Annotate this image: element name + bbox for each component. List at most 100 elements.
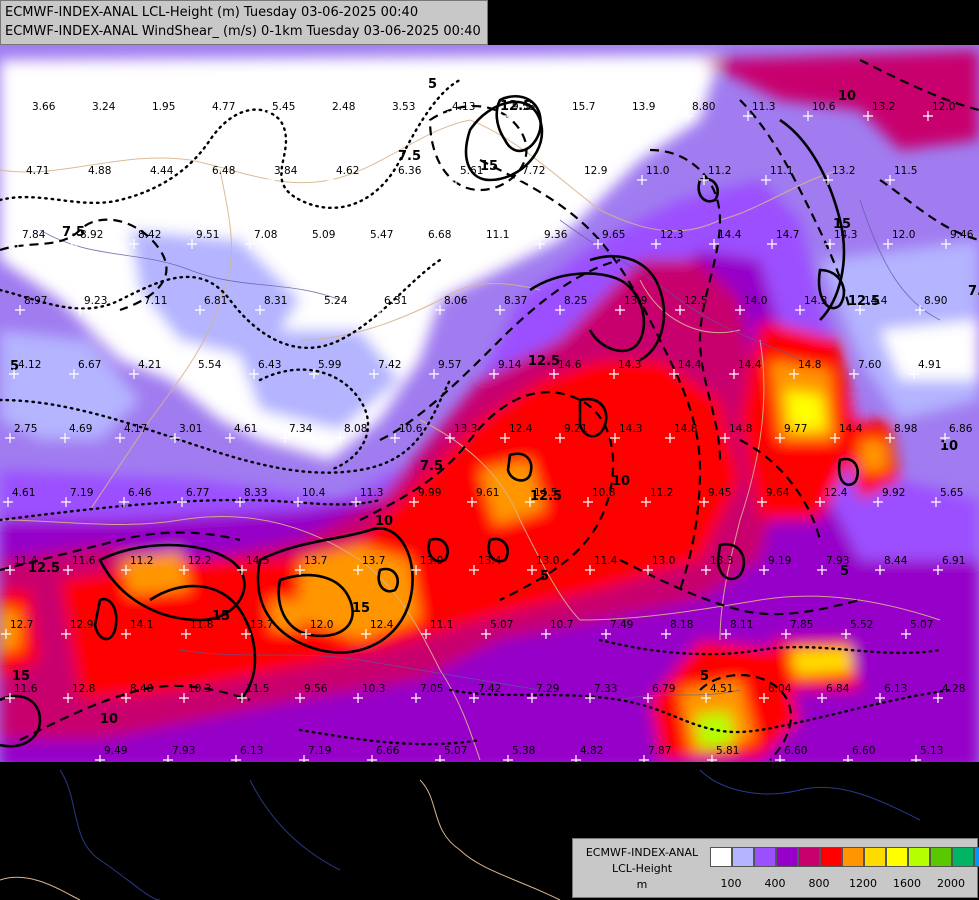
station-value: 9.14 bbox=[498, 359, 522, 371]
contour-label: 10 bbox=[838, 89, 856, 104]
station-value: 6.77 bbox=[186, 487, 209, 499]
station-value: 9.77 bbox=[784, 423, 807, 435]
contour-label: 10 bbox=[375, 514, 393, 529]
station-marker bbox=[843, 755, 853, 762]
station-marker bbox=[179, 693, 189, 703]
station-value: 7.84 bbox=[22, 229, 46, 241]
station-value: 8.80 bbox=[692, 101, 715, 113]
station-marker bbox=[849, 369, 859, 379]
station-value: 7.85 bbox=[790, 619, 813, 631]
station-marker bbox=[429, 369, 439, 379]
station-value: 7.19 bbox=[308, 745, 331, 757]
station-value: 9.99 bbox=[418, 487, 441, 499]
station-marker bbox=[335, 433, 345, 443]
station-marker bbox=[609, 369, 619, 379]
station-marker bbox=[421, 629, 431, 639]
station-value: 11.2 bbox=[708, 165, 731, 177]
station-marker bbox=[641, 497, 651, 507]
station-marker bbox=[481, 629, 491, 639]
station-marker bbox=[775, 755, 785, 762]
station-value: 5.07 bbox=[910, 619, 933, 631]
station-value: 5.47 bbox=[370, 229, 393, 241]
station-marker bbox=[563, 111, 573, 121]
station-value: 4.13 bbox=[452, 101, 475, 113]
station-marker bbox=[163, 755, 173, 762]
contour-label: 7.5 bbox=[420, 459, 443, 474]
station-marker bbox=[759, 565, 769, 575]
station-value: 9.65 bbox=[602, 229, 625, 241]
station-value: 5.52 bbox=[850, 619, 873, 631]
station-marker bbox=[13, 239, 23, 249]
station-marker bbox=[181, 629, 191, 639]
station-value: 14.4 bbox=[738, 359, 762, 371]
station-value: 7.42 bbox=[378, 359, 401, 371]
legend-swatch bbox=[776, 847, 798, 867]
station-marker bbox=[469, 693, 479, 703]
station-value: 12.5 bbox=[684, 295, 707, 307]
station-marker bbox=[735, 305, 745, 315]
station-marker bbox=[95, 755, 105, 762]
legend-parameter: LCL-Height bbox=[611, 862, 673, 875]
contour-label: 10 bbox=[612, 474, 630, 489]
station-value: 5.45 bbox=[272, 101, 295, 113]
station-value: 4.17 bbox=[124, 423, 147, 435]
station-value: 6.04 bbox=[768, 683, 792, 695]
station-marker bbox=[923, 111, 933, 121]
station-marker bbox=[555, 305, 565, 315]
legend-model: ECMWF-INDEX-ANAL bbox=[585, 846, 699, 859]
station-marker bbox=[610, 433, 620, 443]
station-value: 8.06 bbox=[444, 295, 468, 307]
station-value: 5.07 bbox=[490, 619, 513, 631]
station-marker bbox=[143, 111, 153, 121]
station-marker bbox=[701, 693, 711, 703]
station-value: 9.49 bbox=[104, 745, 127, 757]
station-value: 4.62 bbox=[336, 165, 359, 177]
station-marker bbox=[203, 175, 213, 185]
station-marker bbox=[503, 111, 513, 121]
station-marker bbox=[767, 239, 777, 249]
station-value: 14.8 bbox=[674, 423, 697, 435]
station-marker bbox=[83, 111, 93, 121]
station-marker bbox=[637, 175, 647, 185]
station-value: 10.3 bbox=[188, 683, 211, 695]
contour-label: 12.5 bbox=[530, 489, 562, 504]
legend-unit: m bbox=[636, 878, 648, 891]
station-value: 11.6 bbox=[14, 683, 38, 695]
station-marker bbox=[69, 369, 79, 379]
contour-label: 5 bbox=[700, 669, 709, 684]
station-value: 7.93 bbox=[172, 745, 195, 757]
legend-swatch bbox=[842, 847, 864, 867]
station-marker bbox=[71, 239, 81, 249]
station-value: 4.44 bbox=[150, 165, 174, 177]
station-value: 5.13 bbox=[920, 745, 943, 757]
station-marker bbox=[375, 305, 385, 315]
station-marker bbox=[1, 629, 11, 639]
station-marker bbox=[841, 629, 851, 639]
station-marker bbox=[203, 111, 213, 121]
station-value: 10.6 bbox=[399, 423, 423, 435]
station-value: 5.24 bbox=[324, 295, 348, 307]
station-value: 12.8 bbox=[72, 683, 95, 695]
station-value: 8.25 bbox=[564, 295, 587, 307]
legend-swatch bbox=[864, 847, 886, 867]
station-marker bbox=[129, 239, 139, 249]
station-value: 8.18 bbox=[670, 619, 693, 631]
station-value: 11.1 bbox=[770, 165, 793, 177]
station-marker bbox=[60, 433, 70, 443]
station-value: 8.42 bbox=[138, 229, 161, 241]
legend-swatch bbox=[820, 847, 842, 867]
station-marker bbox=[309, 369, 319, 379]
station-value: 5.81 bbox=[716, 745, 739, 757]
station-value: 7.11 bbox=[144, 295, 167, 307]
station-value: 4.61 bbox=[234, 423, 257, 435]
legend-tick-label: 1600 bbox=[893, 877, 921, 890]
station-marker bbox=[170, 433, 180, 443]
station-marker bbox=[443, 111, 453, 121]
station-value: 8.92 bbox=[80, 229, 103, 241]
station-value: 13.0 bbox=[536, 555, 559, 567]
station-marker bbox=[885, 433, 895, 443]
station-value: 6.31 bbox=[384, 295, 407, 307]
station-marker bbox=[709, 239, 719, 249]
station-marker bbox=[61, 629, 71, 639]
station-marker bbox=[639, 755, 649, 762]
